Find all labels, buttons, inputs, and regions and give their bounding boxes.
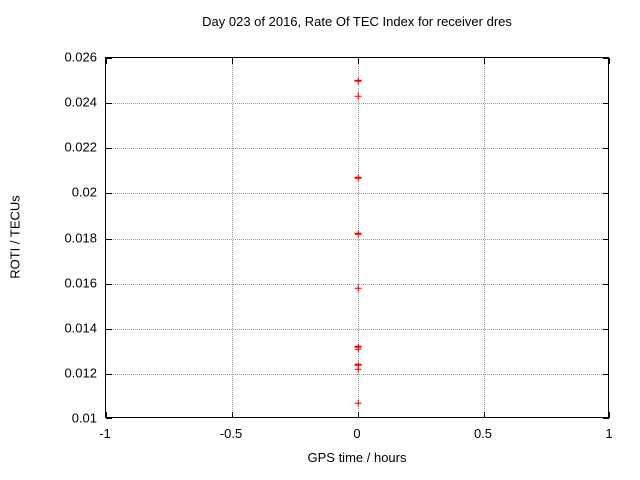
x-tick-top: [609, 58, 610, 64]
data-point-marker: [355, 93, 362, 100]
data-point-marker: [355, 346, 362, 353]
y-tick-left: [106, 193, 112, 195]
y-tick-right: [603, 418, 609, 419]
chart-title: Day 023 of 2016, Rate Of TEC Index for r…: [202, 14, 512, 29]
y-tick-label: 0.018: [64, 230, 97, 245]
x-tick-label: 0.5: [473, 426, 493, 441]
y-tick-right: [603, 193, 609, 195]
gridline-y: [106, 148, 608, 150]
y-tick-left: [106, 373, 112, 375]
x-tick-bottom: [484, 412, 485, 418]
gridline-y: [106, 103, 608, 105]
gridline-x: [358, 58, 359, 417]
gridline-x: [484, 58, 485, 417]
y-tick-label: 0.012: [64, 365, 97, 381]
y-tick-left: [106, 328, 112, 330]
x-tick-label: -0.5: [219, 426, 243, 441]
y-tick-right: [603, 328, 609, 330]
gridline-x: [232, 58, 233, 417]
data-point-marker: [355, 174, 362, 181]
gridline-y: [106, 238, 608, 240]
x-tick-bottom: [232, 412, 233, 418]
x-tick-bottom: [358, 412, 359, 418]
y-tick-label: 0.026: [64, 49, 97, 65]
x-tick-top: [232, 58, 233, 64]
plot-area: [105, 57, 610, 419]
data-point-marker: [355, 77, 362, 84]
y-tick-left: [106, 238, 112, 240]
y-tick-left: [106, 148, 112, 150]
x-tick-top: [106, 58, 107, 64]
y-tick-right: [603, 148, 609, 150]
x-tick-top: [484, 58, 485, 64]
y-tick-label: 0.022: [64, 139, 97, 155]
data-point-marker: [355, 230, 362, 237]
x-axis-label: GPS time / hours: [307, 450, 407, 465]
data-point-marker: [355, 366, 362, 373]
y-tick-label: 0.014: [64, 320, 97, 336]
y-tick-left: [106, 58, 112, 59]
x-tick-bottom: [609, 412, 610, 418]
y-tick-label: 0.016: [64, 275, 97, 291]
y-tick-left: [106, 283, 112, 285]
data-point-marker: [355, 285, 362, 292]
y-tick-left: [106, 103, 112, 105]
gridline-y: [106, 373, 608, 375]
gridline-y: [106, 328, 608, 330]
x-tick-label: 1: [605, 426, 613, 441]
y-tick-right: [603, 283, 609, 285]
x-tick-bottom: [106, 412, 107, 418]
y-tick-left: [106, 418, 112, 419]
x-tick-label: -1: [99, 426, 111, 441]
y-tick-label: 0.02: [71, 184, 97, 200]
y-tick-right: [603, 58, 609, 59]
data-point-marker: [355, 400, 362, 407]
y-tick-right: [603, 238, 609, 240]
y-tick-right: [603, 103, 609, 105]
gridline-y: [106, 193, 608, 195]
x-tick-label: 0: [353, 426, 361, 441]
y-tick-label: 0.01: [71, 410, 97, 426]
y-tick-right: [603, 373, 609, 375]
y-tick-label: 0.024: [64, 94, 97, 110]
x-tick-top: [358, 58, 359, 64]
